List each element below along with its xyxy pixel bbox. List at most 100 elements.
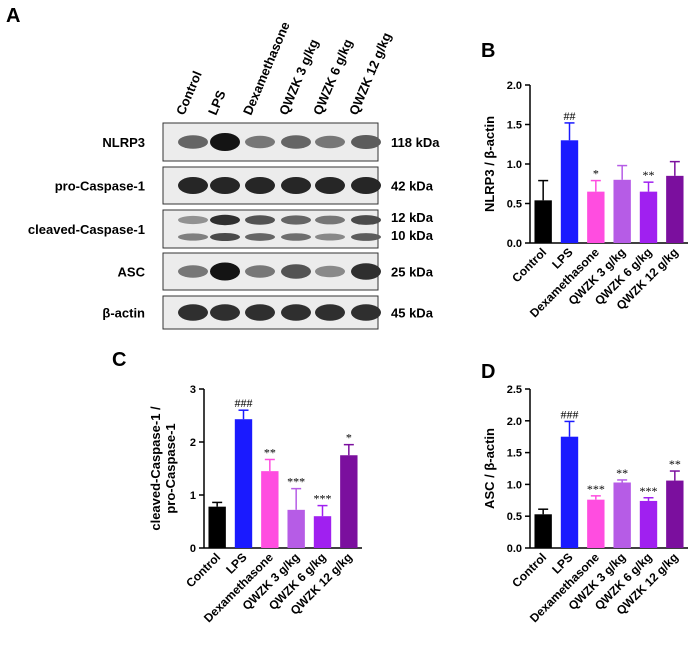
kda-label: 118 kDa — [391, 135, 440, 150]
y-tick-label: 3 — [190, 384, 196, 396]
blot-band — [315, 265, 345, 278]
category-label-control: Control — [509, 245, 549, 285]
blot-band-lower — [245, 233, 275, 241]
significance-label-qwzk-3-g-kg: *** — [287, 475, 305, 489]
blot-row-nlrp3: NLRP3 118 kDa — [102, 122, 440, 162]
bar-qwzk-12-g-kg — [666, 175, 684, 243]
bar-qwzk-6-g-kg — [639, 500, 658, 548]
blot-band — [281, 215, 311, 225]
chart-panel-d: 0.0 0.5 1.0 1.5 2.0 2.5 ASC / β-actin Control ##… — [482, 384, 688, 625]
significance-label-lps: ### — [235, 396, 253, 410]
blot-band-lower — [178, 233, 208, 241]
blot-band-lower — [210, 232, 240, 242]
blot-frame — [162, 209, 379, 249]
blot-band — [210, 133, 240, 151]
bar-qwzk-12-g-kg — [666, 480, 684, 548]
bar-qwzk-3-g-kg — [613, 179, 631, 243]
blot-band — [351, 177, 381, 194]
bar-control — [208, 506, 226, 548]
bar-qwzk-6-g-kg — [313, 516, 332, 548]
bar-lps — [560, 140, 579, 243]
significance-label-qwzk-3-g-kg: ** — [616, 466, 628, 480]
blot-band — [245, 177, 275, 194]
blot-row-label: NLRP3 — [102, 135, 145, 150]
blot-band — [210, 304, 240, 321]
blot-row-pro-caspase-1: pro-Caspase-1 42 kDa — [55, 166, 434, 205]
chart-panel-c: 0 1 2 3 cleaved-Caspase-1 /pro-Caspase-1 Cont… — [148, 384, 362, 625]
significance-label-dexamethasone: *** — [587, 482, 605, 496]
blot-band — [178, 304, 208, 321]
kda-label-upper: 12 kDa — [391, 210, 434, 225]
significance-label-qwzk-12-g-kg: ** — [669, 457, 681, 471]
blot-band — [315, 215, 345, 225]
y-tick-label: 1 — [190, 490, 196, 502]
significance-label-qwzk-6-g-kg: *** — [314, 492, 332, 506]
blot-band — [351, 304, 381, 321]
y-tick-label: 0 — [190, 543, 196, 555]
y-tick-label: 0.0 — [507, 238, 522, 250]
significance-label-dexamethasone: * — [593, 167, 599, 181]
lane-label-control: Control — [173, 69, 205, 117]
blot-band — [178, 135, 208, 149]
blot-band — [245, 265, 275, 278]
bar-control — [534, 514, 552, 548]
kda-label: 42 kDa — [391, 179, 434, 194]
panel-letter-b: B — [481, 40, 495, 62]
y-tick-label: 1.5 — [507, 120, 522, 132]
bar-qwzk-3-g-kg — [613, 482, 631, 548]
significance-label-qwzk-12-g-kg: * — [346, 431, 352, 445]
kda-label-lower: 10 kDa — [391, 228, 434, 243]
blot-row-label: pro-Caspase-1 — [55, 179, 145, 194]
blot-band — [245, 304, 275, 321]
blot-band — [351, 263, 381, 280]
blot-band-lower — [281, 233, 311, 241]
blot-band — [351, 215, 381, 225]
y-axis-title-line: pro-Caspase-1 — [163, 423, 178, 513]
y-tick-label: 2 — [190, 437, 196, 449]
y-tick-label: 2.0 — [507, 80, 522, 92]
category-label-control: Control — [183, 550, 223, 590]
blot-band — [178, 215, 208, 225]
blot-band — [245, 135, 275, 149]
panel-letter-d: D — [481, 361, 495, 383]
bar-qwzk-6-g-kg — [639, 191, 658, 243]
blot-row-cleaved-caspase-1: cleaved-Caspase-1 12 kDa 10 kDa — [28, 209, 434, 249]
blot-row-asc: ASC 25 kDa — [118, 252, 434, 291]
blot-band — [210, 214, 240, 226]
significance-label-lps: ## — [564, 109, 576, 123]
blot-row-actin: β-actin 45 kDa — [102, 295, 434, 330]
blot-band — [315, 304, 345, 321]
y-axis-title: ASC / β-actin — [482, 428, 497, 509]
kda-label: 45 kDa — [391, 306, 434, 321]
panel-letter-c: C — [112, 349, 126, 371]
bar-qwzk-3-g-kg — [287, 509, 305, 548]
blot-band — [178, 265, 208, 278]
blot-row-label: ASC — [118, 265, 146, 280]
y-tick-label: 1.5 — [507, 448, 522, 460]
blot-band — [315, 177, 345, 194]
blot-band — [315, 135, 345, 149]
y-tick-label: 0.5 — [507, 199, 522, 211]
y-tick-label: 2.0 — [507, 416, 522, 428]
lane-label-lps: LPS — [205, 88, 229, 117]
blot-band — [245, 215, 275, 225]
bar-lps — [234, 419, 253, 548]
blot-band — [178, 177, 208, 194]
blot-row-label: cleaved-Caspase-1 — [28, 222, 145, 237]
blot-band — [281, 264, 311, 279]
significance-label-lps: ### — [561, 407, 579, 421]
y-tick-label: 0.5 — [507, 511, 522, 523]
kda-label: 25 kDa — [391, 265, 434, 280]
y-tick-label: 1.0 — [507, 479, 522, 491]
significance-label-dexamethasone: ** — [264, 445, 276, 459]
panel-letter-a: A — [6, 5, 20, 27]
blot-row-label: β-actin — [102, 306, 145, 321]
bar-dexamethasone — [587, 499, 605, 548]
blot-band — [281, 304, 311, 321]
bar-lps — [560, 436, 579, 548]
bar-dexamethasone — [587, 191, 605, 243]
category-label-control: Control — [509, 550, 549, 590]
y-axis-title: NLRP3 / β-actin — [482, 116, 497, 212]
